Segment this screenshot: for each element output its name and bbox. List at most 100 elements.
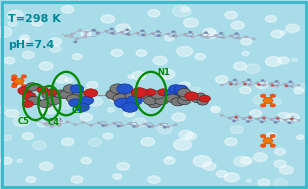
Circle shape (117, 125, 120, 127)
Circle shape (265, 57, 281, 66)
Circle shape (278, 57, 289, 64)
Circle shape (277, 112, 291, 121)
Text: C5': C5' (17, 117, 32, 126)
Circle shape (166, 126, 169, 128)
Circle shape (54, 90, 68, 98)
Circle shape (80, 113, 92, 121)
Circle shape (276, 85, 279, 87)
Circle shape (193, 156, 211, 167)
Circle shape (22, 101, 33, 107)
Circle shape (70, 85, 84, 93)
Circle shape (65, 35, 68, 37)
Circle shape (235, 84, 238, 86)
Circle shape (17, 82, 26, 88)
Circle shape (63, 85, 77, 93)
Text: C1': C1' (71, 106, 86, 115)
Circle shape (172, 35, 176, 37)
Circle shape (141, 138, 155, 146)
Circle shape (33, 141, 47, 150)
Circle shape (172, 93, 186, 101)
Circle shape (0, 106, 8, 113)
Circle shape (106, 90, 122, 99)
Circle shape (128, 123, 131, 125)
Circle shape (234, 116, 238, 118)
Text: T=298 K: T=298 K (8, 14, 60, 24)
Circle shape (199, 95, 210, 102)
Circle shape (290, 86, 294, 88)
Circle shape (115, 98, 131, 108)
Circle shape (263, 98, 273, 104)
Circle shape (126, 33, 130, 35)
Circle shape (181, 7, 189, 12)
Circle shape (22, 51, 34, 59)
Circle shape (6, 109, 19, 117)
Circle shape (265, 15, 277, 22)
Circle shape (250, 110, 261, 117)
Circle shape (260, 144, 266, 147)
Circle shape (230, 126, 243, 134)
Circle shape (158, 89, 169, 96)
Circle shape (136, 50, 147, 56)
Circle shape (195, 53, 205, 60)
Circle shape (233, 79, 237, 81)
Circle shape (8, 21, 17, 26)
Circle shape (280, 166, 293, 174)
Circle shape (191, 36, 194, 38)
Circle shape (159, 69, 175, 79)
Circle shape (219, 32, 223, 34)
Circle shape (245, 36, 248, 38)
Circle shape (270, 144, 276, 147)
Circle shape (136, 32, 139, 34)
Circle shape (39, 162, 53, 170)
Circle shape (214, 35, 217, 36)
Circle shape (82, 122, 85, 123)
Circle shape (285, 85, 288, 87)
Circle shape (247, 79, 251, 81)
Circle shape (295, 84, 307, 91)
Circle shape (92, 29, 96, 32)
Circle shape (270, 98, 281, 105)
Circle shape (73, 90, 86, 99)
Text: N1: N1 (157, 68, 170, 77)
Circle shape (83, 36, 87, 38)
Circle shape (274, 160, 286, 167)
Circle shape (75, 90, 90, 99)
Circle shape (18, 87, 31, 95)
Circle shape (101, 125, 105, 127)
Circle shape (151, 126, 154, 128)
Circle shape (27, 96, 41, 105)
Circle shape (173, 6, 191, 17)
Circle shape (81, 31, 91, 37)
Circle shape (159, 123, 162, 125)
Circle shape (105, 30, 108, 32)
Circle shape (0, 157, 12, 164)
Circle shape (31, 19, 43, 26)
Circle shape (229, 35, 233, 37)
Circle shape (3, 135, 12, 140)
Circle shape (291, 58, 297, 62)
Circle shape (13, 117, 29, 126)
Circle shape (270, 94, 276, 98)
Circle shape (110, 84, 126, 94)
Circle shape (184, 18, 198, 27)
Circle shape (84, 31, 88, 33)
Circle shape (263, 84, 266, 86)
Circle shape (234, 62, 247, 70)
Circle shape (228, 117, 231, 119)
Circle shape (62, 138, 74, 146)
Circle shape (283, 83, 286, 85)
Circle shape (166, 94, 179, 102)
Circle shape (283, 119, 286, 121)
Circle shape (195, 93, 206, 100)
Circle shape (231, 21, 244, 29)
Circle shape (35, 120, 38, 122)
Circle shape (253, 153, 267, 161)
Circle shape (271, 30, 283, 38)
Circle shape (172, 31, 175, 33)
Circle shape (297, 120, 300, 122)
Circle shape (148, 126, 151, 128)
Circle shape (131, 88, 147, 98)
Circle shape (276, 116, 279, 118)
Circle shape (110, 96, 120, 102)
Circle shape (22, 92, 36, 101)
